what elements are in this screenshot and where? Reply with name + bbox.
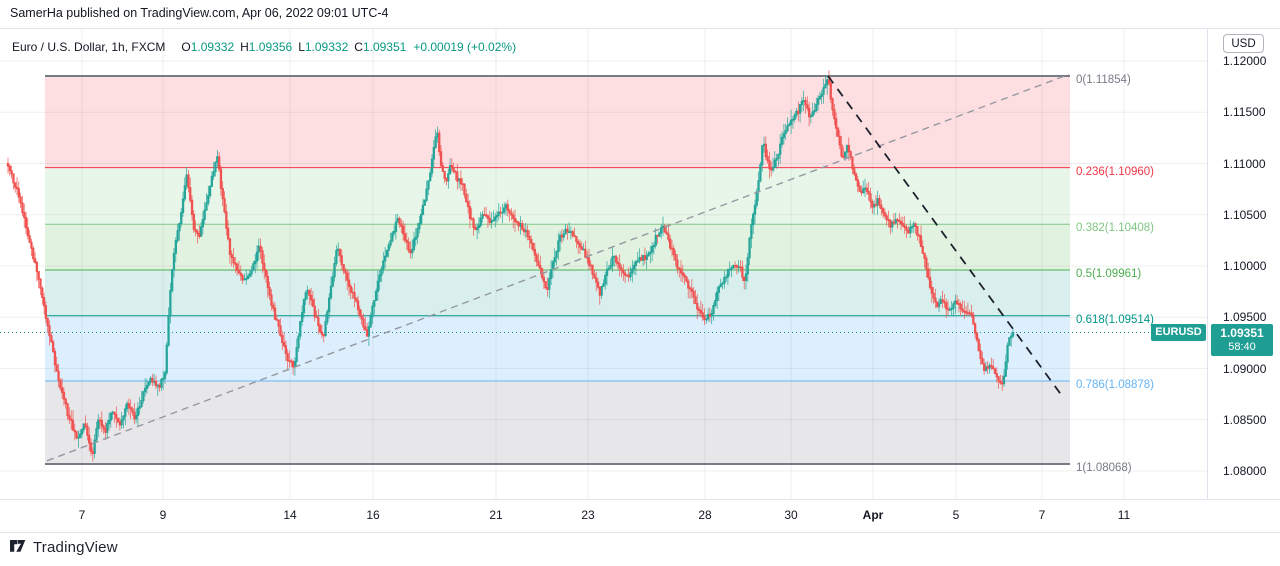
price-tick-1.09000: 1.09000 bbox=[1223, 362, 1267, 376]
fib-label-0.382: 0.382(1.10408) bbox=[1076, 222, 1155, 234]
ohlc-value-C: 1.09351 bbox=[362, 40, 407, 54]
fib-label-0.236: 0.236(1.10960) bbox=[1076, 166, 1155, 178]
time-tick-30: 30 bbox=[784, 508, 798, 522]
time-tick-11: 11 bbox=[1117, 508, 1131, 522]
chart-widget: Euro / U.S. Dollar, 1h, FXCM O1.09332 H1.0… bbox=[0, 28, 1280, 533]
candlestick-plot[interactable] bbox=[0, 29, 1207, 499]
ohlc-label-O: O bbox=[181, 40, 191, 54]
ohlc-value-L: 1.09332 bbox=[304, 40, 349, 54]
time-tick-23: 23 bbox=[581, 508, 595, 522]
change-value: +0.00019 (+0.02%) bbox=[413, 40, 517, 54]
attribution-text: SamerHa published on TradingView.com, Ap… bbox=[10, 6, 389, 20]
time-tick-21: 21 bbox=[489, 508, 503, 522]
price-tick-1.11500: 1.11500 bbox=[1223, 105, 1266, 119]
tradingview-logo[interactable]: TradingView bbox=[10, 539, 118, 556]
price-tick-1.08500: 1.08500 bbox=[1223, 413, 1267, 427]
symbol-price-tag: EURUSD bbox=[1151, 324, 1206, 341]
time-tick-14: 14 bbox=[283, 508, 297, 522]
fib-label-0.5: 0.5(1.09961) bbox=[1076, 268, 1142, 280]
price-tick-1.10000: 1.10000 bbox=[1223, 259, 1267, 273]
fib-label-0.786: 0.786(1.08878) bbox=[1076, 379, 1155, 391]
ohlc-label-H: H bbox=[240, 40, 249, 54]
ohlc-value-O: 1.09332 bbox=[190, 40, 235, 54]
ohlc-value-H: 1.09356 bbox=[248, 40, 293, 54]
time-tick-16: 16 bbox=[366, 508, 380, 522]
time-tick-5: 5 bbox=[952, 508, 960, 522]
downtrend-line bbox=[827, 75, 1064, 398]
tradingview-logo-icon bbox=[10, 540, 26, 552]
fib-label-1: 1(1.08068) bbox=[1076, 462, 1132, 474]
fib-label-0: 0(1.11854) bbox=[1076, 74, 1131, 86]
fib-label-0.618: 0.618(1.09514) bbox=[1076, 314, 1155, 326]
time-tick-Apr: Apr bbox=[862, 508, 884, 522]
uptrend-line bbox=[46, 73, 1070, 462]
current-price-value: 1.09351 bbox=[1220, 326, 1264, 340]
currency-toggle-button[interactable]: USD bbox=[1223, 34, 1264, 53]
price-tick-1.09500: 1.09500 bbox=[1223, 310, 1267, 324]
tradingview-logo-text: TradingView bbox=[33, 539, 118, 556]
price-tick-1.10500: 1.10500 bbox=[1223, 208, 1267, 222]
symbol-title[interactable]: Euro / U.S. Dollar, 1h, FXCM bbox=[12, 40, 166, 54]
bar-countdown: 58:40 bbox=[1228, 341, 1256, 353]
ohlc-label-C: C bbox=[354, 40, 363, 54]
time-axis[interactable]: 7 9 14 16 21 23 28 30 Apr 5 7 11 bbox=[0, 499, 1280, 533]
price-axis[interactable]: USD 1.12000 1.11500 1.11000 1.10500 1.10000 1… bbox=[1207, 29, 1280, 532]
ohlc-label-L: L bbox=[298, 40, 305, 54]
price-tick-1.11000: 1.11000 bbox=[1223, 157, 1266, 171]
time-tick-7: 7 bbox=[1038, 508, 1046, 522]
time-tick-7: 7 bbox=[78, 508, 86, 522]
price-tick-1.08000: 1.08000 bbox=[1223, 464, 1267, 478]
ohlc-values: O1.09332 H1.09356 L1.09332 C1.09351 bbox=[175, 40, 406, 54]
price-tick-1.12000: 1.12000 bbox=[1223, 54, 1267, 68]
current-price-axis-label: 1.09351 58:40 bbox=[1211, 324, 1273, 356]
time-tick-9: 9 bbox=[159, 508, 167, 522]
chart-legend: Euro / U.S. Dollar, 1h, FXCM O1.09332 H1.0… bbox=[12, 40, 516, 54]
time-tick-28: 28 bbox=[698, 508, 712, 522]
